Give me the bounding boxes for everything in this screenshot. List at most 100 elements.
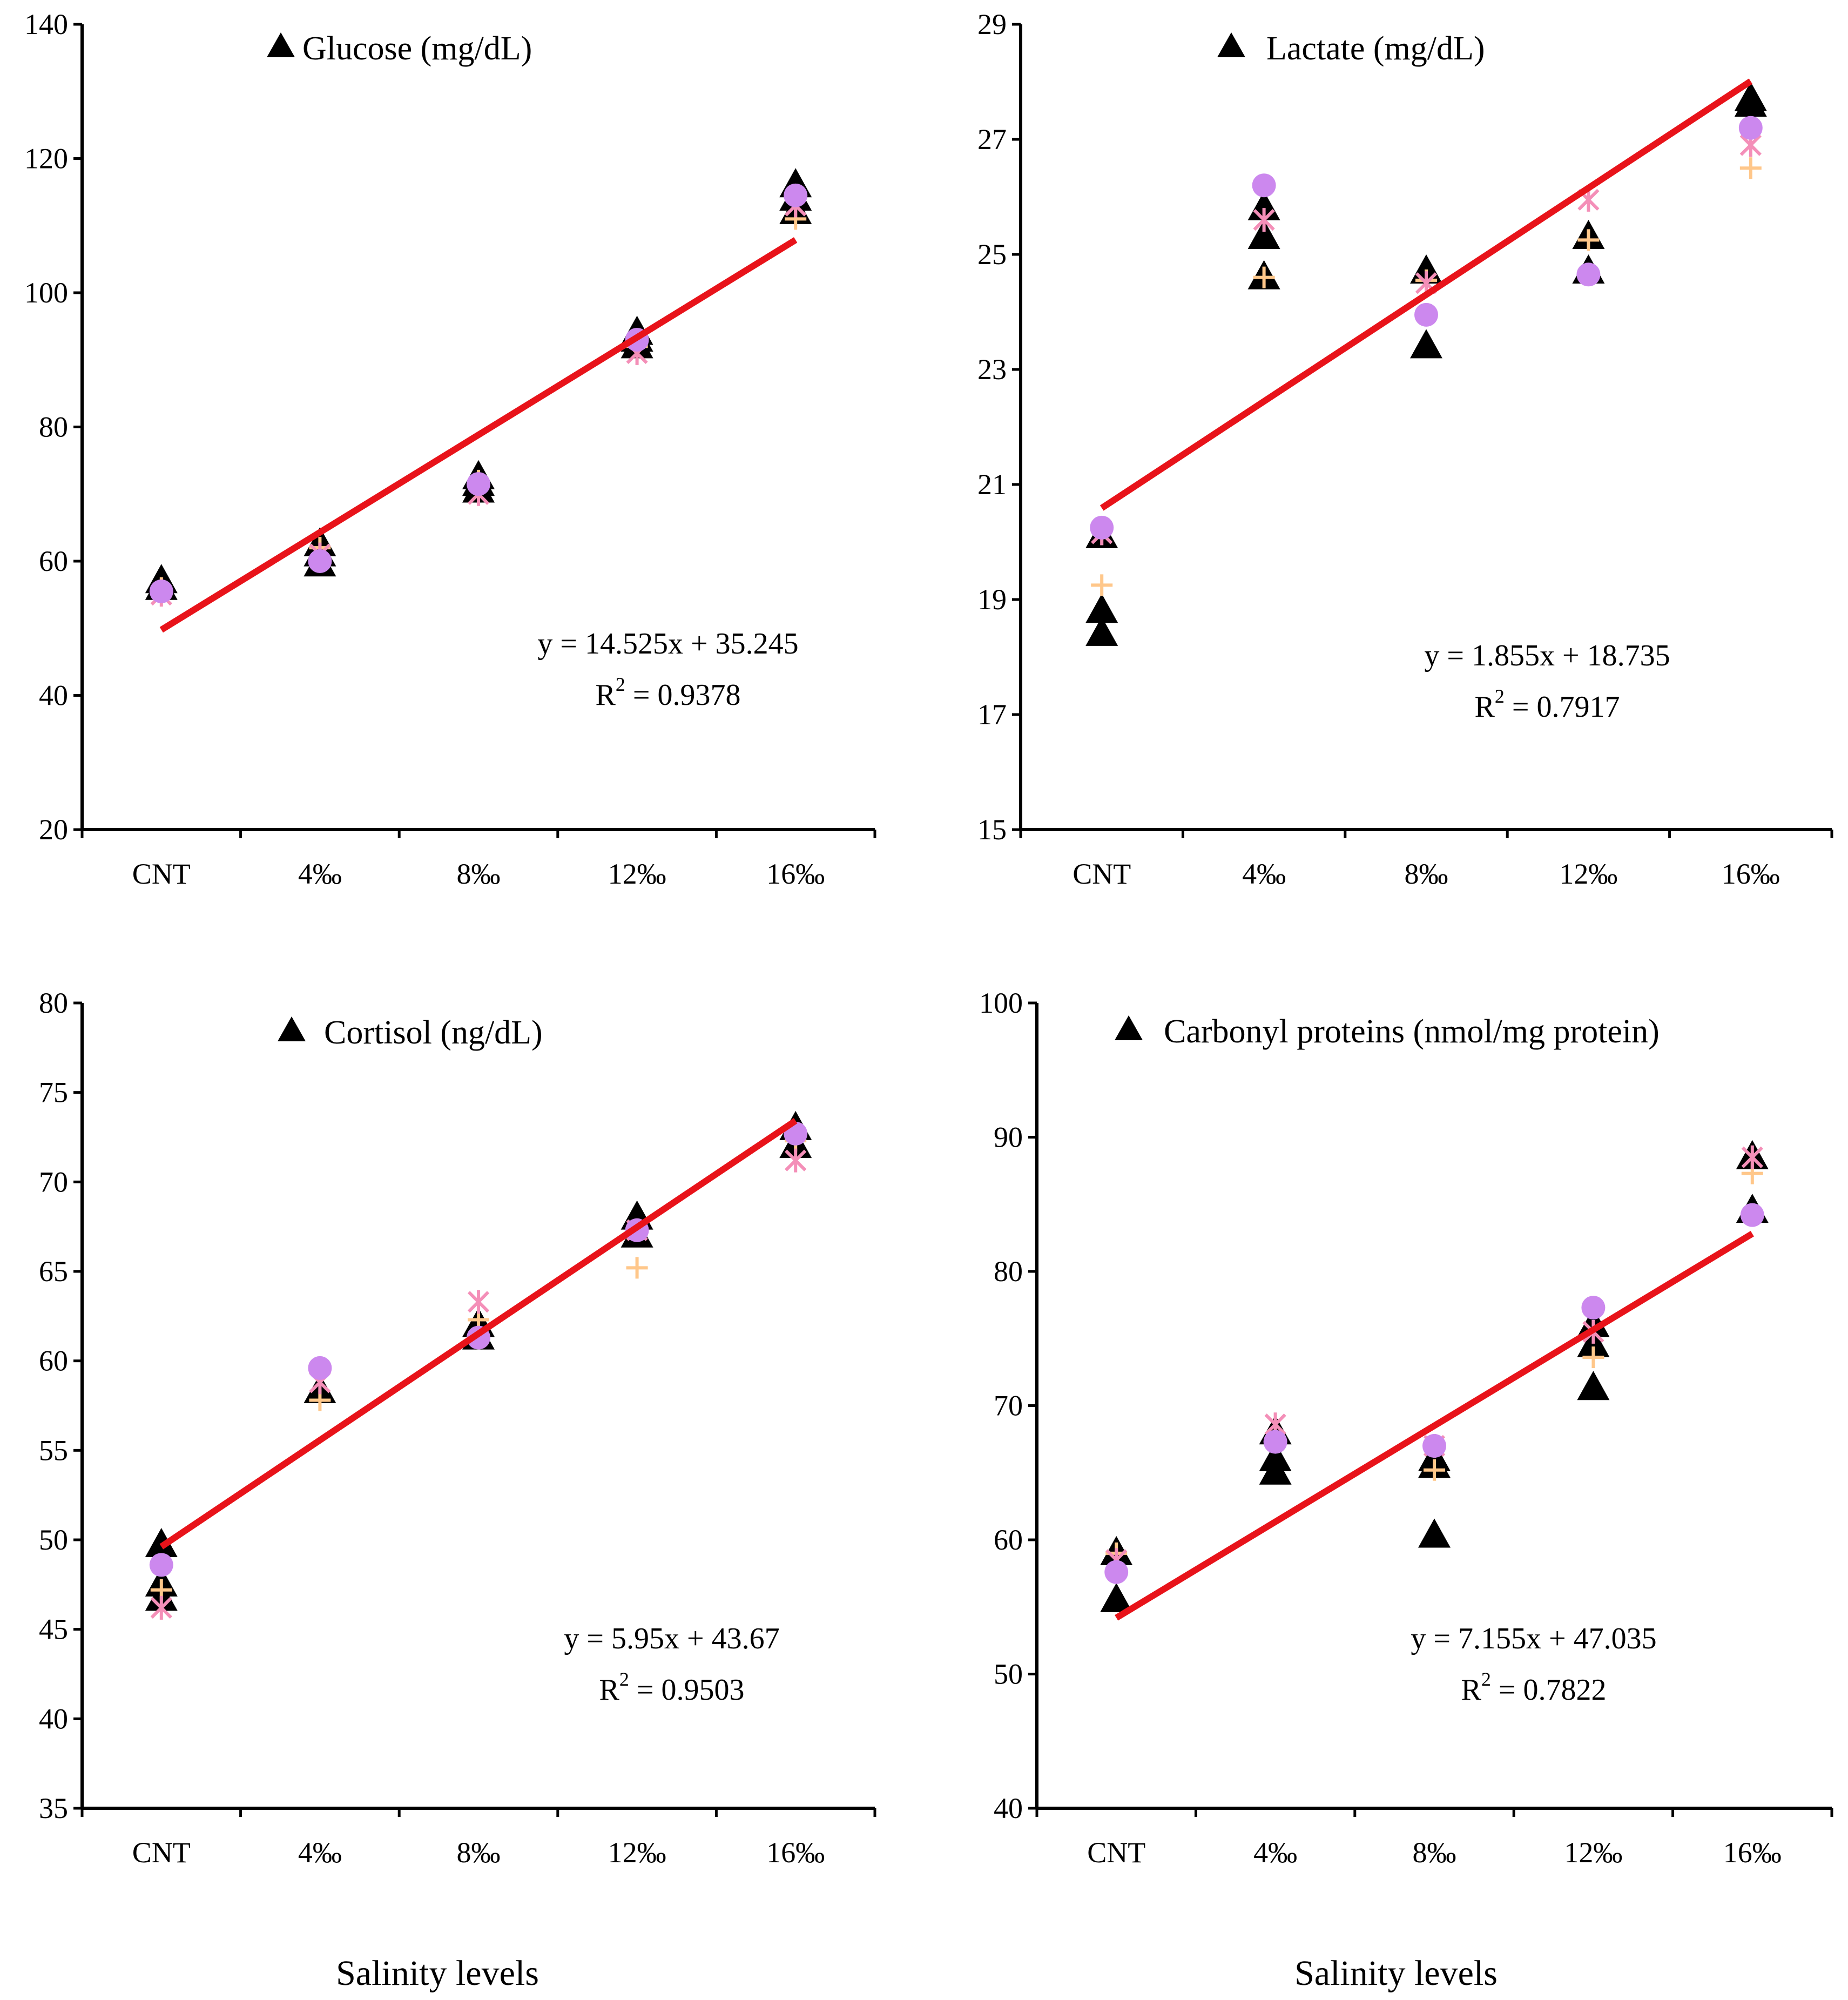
data-point-circle bbox=[1738, 116, 1763, 140]
data-point-circle bbox=[1576, 262, 1601, 287]
y-tick-label: 20 bbox=[39, 813, 68, 846]
data-point-triangle bbox=[1734, 82, 1767, 111]
y-tick-label: 60 bbox=[39, 545, 68, 577]
x-tick-label: 16‰ bbox=[1722, 858, 1780, 890]
data-point-circle bbox=[1104, 1560, 1129, 1584]
y-tick-label: 120 bbox=[24, 143, 68, 175]
title-triangle-icon bbox=[1217, 32, 1245, 57]
data-point-plus bbox=[1577, 229, 1600, 251]
regression-equation: y = 5.95x + 43.67 bbox=[564, 1622, 779, 1655]
trend-line bbox=[159, 237, 798, 633]
y-tick-label: 23 bbox=[977, 353, 1007, 386]
data-point-triangle bbox=[1418, 1518, 1451, 1548]
x-tick-label: 8‰ bbox=[1413, 1836, 1456, 1869]
data-point-plus bbox=[1253, 266, 1275, 288]
chart-title: Lactate (mg/dL) bbox=[1266, 30, 1485, 67]
r-squared: R2 = 0.9503 bbox=[599, 1668, 745, 1707]
x-tick-label: CNT bbox=[132, 1836, 191, 1869]
x-tick-label: 16‰ bbox=[766, 1836, 825, 1869]
data-point-circle bbox=[1252, 173, 1276, 198]
y-tick-label: 50 bbox=[39, 1524, 68, 1556]
data-point-plus bbox=[626, 1257, 648, 1279]
panel-glucose: Glucose (mg/dL) 20 40 60 80 100 120 140 CNT 4‰ 8‰… bbox=[24, 8, 876, 890]
data-point-circle bbox=[149, 1553, 173, 1577]
x-tick-label: 12‰ bbox=[1559, 858, 1617, 890]
data-point-triangle bbox=[1577, 1371, 1610, 1400]
y-tick-label: 70 bbox=[994, 1390, 1023, 1422]
panel-carbonyl-proteins: Carbonyl proteins (nmol/mg protein) 40 50… bbox=[979, 987, 1833, 1869]
chart-title: Glucose (mg/dL) bbox=[302, 30, 532, 67]
y-tick-label: 17 bbox=[977, 698, 1007, 731]
regression-equation: y = 7.155x + 47.035 bbox=[1411, 1622, 1656, 1655]
y-tick-label: 75 bbox=[39, 1076, 68, 1109]
x-tick-label: 16‰ bbox=[766, 858, 825, 890]
x-tick-label: 4‰ bbox=[298, 858, 342, 890]
regression-equation: y = 14.525x + 35.245 bbox=[537, 627, 798, 661]
data-point-circle bbox=[1422, 1434, 1446, 1458]
y-tick-label: 40 bbox=[39, 1702, 68, 1735]
data-point-plus bbox=[1424, 1459, 1445, 1481]
y-tick-label: 80 bbox=[39, 987, 68, 1019]
data-point-circle bbox=[467, 472, 490, 496]
y-tick-label: 29 bbox=[977, 8, 1007, 41]
data-point-triangle bbox=[1085, 594, 1118, 623]
y-tick-label: 40 bbox=[994, 1792, 1023, 1824]
data-point-triangle bbox=[1100, 1583, 1133, 1612]
y-tick-label: 80 bbox=[994, 1255, 1023, 1288]
data-point-triangle bbox=[1247, 220, 1280, 250]
data-point-circle bbox=[308, 1356, 332, 1380]
data-point-plus bbox=[1091, 574, 1113, 596]
data-point-circle bbox=[1414, 302, 1438, 327]
data-point-circle bbox=[1090, 515, 1114, 540]
y-tick-label: 80 bbox=[39, 411, 68, 443]
chart-title: Carbonyl proteins (nmol/mg protein) bbox=[1164, 1013, 1660, 1050]
trend-line bbox=[1115, 1231, 1754, 1621]
y-tick-label: 45 bbox=[39, 1613, 68, 1646]
r-squared: R2 = 0.9378 bbox=[596, 674, 741, 712]
data-point-cross bbox=[1741, 1145, 1763, 1169]
trend-line bbox=[1100, 78, 1753, 511]
x-tick-label: 8‰ bbox=[457, 1836, 501, 1869]
data-point-circle bbox=[784, 183, 808, 207]
data-point-circle bbox=[1581, 1296, 1606, 1320]
data-point-circle bbox=[308, 549, 332, 573]
y-tick-label: 19 bbox=[977, 583, 1007, 616]
data-point-plus bbox=[1739, 157, 1762, 179]
chart-title: Cortisol (ng/dL) bbox=[324, 1014, 543, 1051]
x-tick-label: 12‰ bbox=[608, 858, 666, 890]
y-tick-label: 60 bbox=[39, 1345, 68, 1377]
data-point-circle bbox=[1740, 1203, 1764, 1227]
y-tick-label: 60 bbox=[994, 1524, 1023, 1556]
data-point-cross bbox=[1253, 208, 1275, 232]
data-point-circle bbox=[149, 579, 173, 603]
title-triangle-icon bbox=[267, 32, 295, 57]
trend-line bbox=[159, 1118, 798, 1550]
x-tick-label: 4‰ bbox=[1253, 1836, 1297, 1869]
x-tick-label: 4‰ bbox=[298, 1836, 342, 1869]
x-tick-label: CNT bbox=[132, 858, 191, 890]
y-tick-label: 90 bbox=[994, 1121, 1023, 1154]
data-point-triangle bbox=[145, 1527, 178, 1557]
x-tick-label: 8‰ bbox=[457, 858, 501, 890]
r-squared: R2 = 0.7822 bbox=[1461, 1668, 1607, 1707]
y-tick-label: 27 bbox=[977, 123, 1007, 156]
data-point-triangle bbox=[1085, 616, 1118, 646]
x-tick-label: 16‰ bbox=[1723, 1836, 1782, 1869]
x-axis-label: Salinity levels bbox=[336, 1954, 539, 1993]
data-point-plus bbox=[1582, 1346, 1604, 1369]
x-tick-label: 8‰ bbox=[1405, 858, 1448, 890]
title-triangle-icon bbox=[1115, 1015, 1143, 1040]
y-tick-label: 25 bbox=[977, 238, 1007, 271]
y-tick-label: 70 bbox=[39, 1166, 68, 1198]
x-tick-label: 12‰ bbox=[608, 1836, 666, 1869]
x-axis-label: Salinity levels bbox=[1294, 1954, 1498, 1993]
data-point-triangle bbox=[1259, 1455, 1292, 1485]
x-tick-label: 4‰ bbox=[1242, 858, 1286, 890]
regression-equation: y = 1.855x + 18.735 bbox=[1424, 639, 1670, 672]
y-tick-label: 100 bbox=[979, 987, 1023, 1019]
data-point-cross bbox=[467, 1290, 490, 1314]
data-point-triangle bbox=[1410, 329, 1442, 359]
y-tick-label: 15 bbox=[977, 813, 1007, 846]
y-tick-label: 40 bbox=[39, 679, 68, 712]
